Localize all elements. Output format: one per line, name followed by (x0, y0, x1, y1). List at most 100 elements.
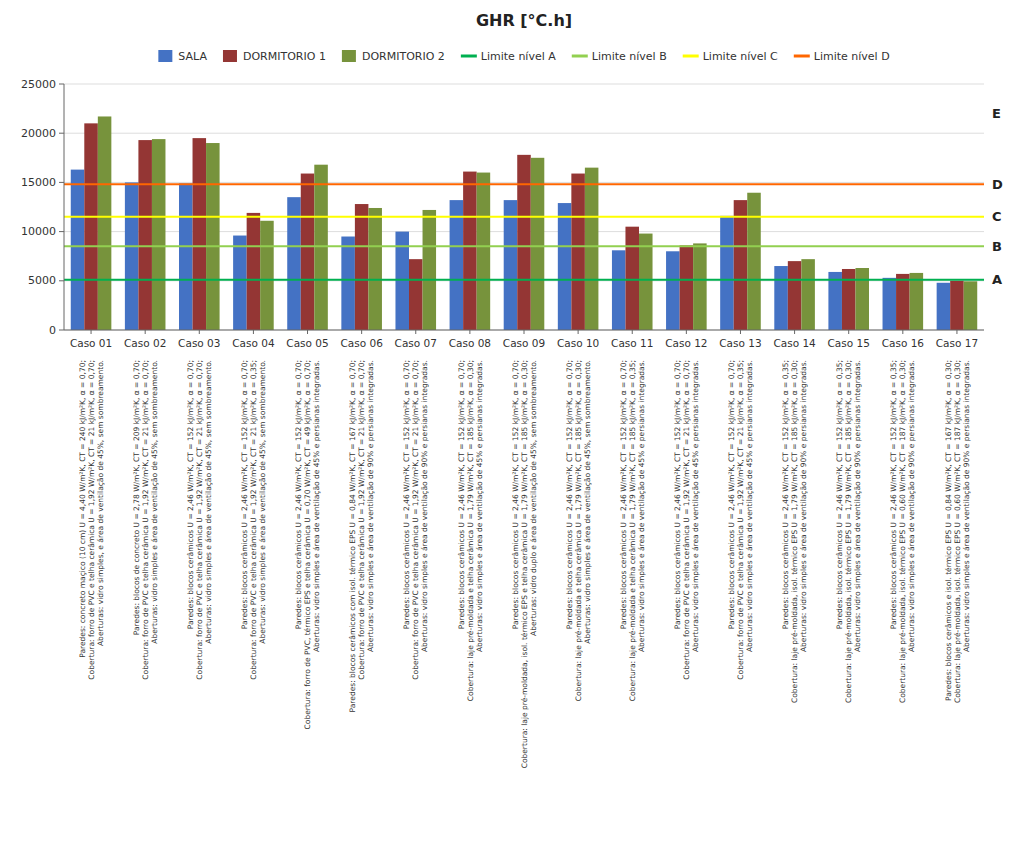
tick-label: 15000 (21, 176, 56, 189)
note-line: Aberturas: vidro simples e área de venti… (150, 360, 159, 644)
bar (788, 261, 802, 330)
bar (368, 208, 382, 330)
tick-label: Caso 02 (124, 337, 166, 349)
legend-label: SALA (178, 50, 207, 63)
note-line: Paredes: blocos cerâmicos U = 2,46 W/m²K… (619, 360, 628, 629)
tick-label: Caso 12 (665, 337, 707, 349)
note-line: Aberturas: vidro simples e área de venti… (853, 360, 862, 652)
category-note: Paredes: blocos cerâmicos U = 2,46 W/m²K… (402, 360, 429, 680)
tick-label: Caso 06 (340, 337, 383, 349)
note-line: Aberturas: vidro simples e área de venti… (962, 360, 971, 652)
bar (585, 168, 599, 330)
tick-label: Caso 10 (557, 337, 599, 349)
note-line: Aberturas: vidro simples e área de venti… (637, 360, 646, 652)
bar (504, 200, 518, 330)
bar (855, 268, 869, 330)
category-note: Paredes: blocos cerâmicos U = 2,46 W/m²K… (240, 360, 267, 680)
bar (896, 274, 910, 330)
tick-label: Caso 11 (611, 337, 653, 349)
bar (964, 281, 978, 330)
note-line: Cobertura: laje pré-moldada e telha cerâ… (574, 360, 583, 701)
tick-label: Caso 04 (232, 337, 275, 349)
note-line: Paredes: blocos cerâmicos U = 2,46 W/m²K… (240, 360, 249, 629)
legend-swatch (342, 50, 356, 62)
bar (666, 251, 680, 330)
note-line: Cobertura: forro de PVC, térmico EPS e t… (303, 360, 312, 729)
note-line: Cobertura: forro de PVC e telha cerâmica… (249, 360, 258, 680)
legend-swatch (683, 55, 699, 58)
tick-label: Caso 15 (828, 337, 870, 349)
category-note: Paredes: blocos cerâmicos U = 2,46 W/m²K… (619, 360, 646, 701)
bar (558, 203, 572, 330)
category-notes: Paredes: concreto maçico (10 cm) U = 4,4… (78, 360, 971, 768)
bar (639, 234, 653, 330)
note-line: Aberturas: vidro simples e área de venti… (583, 360, 592, 644)
tick-mark (199, 330, 200, 334)
level-label: A (992, 272, 1002, 287)
note-line: Aberturas: vidro simples e área de venti… (366, 360, 375, 652)
tick-mark (902, 330, 903, 334)
legend: SALADORMITORIO 1DORMITORIO 2Limite nível… (158, 50, 889, 63)
note-line: Paredes: blocos cerâmicos U = 2,46 W/m²K… (402, 360, 411, 629)
bar (801, 259, 815, 330)
note-line: Paredes: blocos cerâmicos U = 2,46 W/m²K… (511, 360, 520, 629)
note-line: Cobertura: forro de PVC e telha cerâmica… (736, 360, 745, 680)
tick-label: 10000 (21, 225, 56, 238)
bar (463, 172, 477, 330)
tick-label: Caso 09 (503, 337, 545, 349)
tick-mark (469, 330, 470, 334)
annotations: ABCDE (992, 106, 1003, 287)
tick-mark (361, 330, 362, 334)
tick-label: Caso 13 (719, 337, 761, 349)
bar (206, 143, 220, 330)
category-note: Paredes: blocos de concreto U = 2,78 W/m… (132, 360, 159, 680)
tick-mark (59, 231, 64, 232)
bar (883, 278, 897, 330)
level-label: D (992, 177, 1003, 192)
plot-area (64, 116, 984, 330)
category-note: Paredes: blocos cerâmicos com isol. térm… (348, 360, 375, 712)
bar (152, 139, 166, 330)
bar (71, 170, 85, 330)
grid-line (64, 84, 984, 85)
note-line: Paredes: blocos cerâmicos U = 2,46 W/m²K… (781, 360, 790, 629)
bar (409, 259, 423, 330)
note-line: Paredes: blocos cerâmicos U = 2,46 W/m²K… (186, 360, 195, 629)
note-line: Cobertura: laje pré-moldada e telha cerâ… (466, 360, 475, 701)
note-line: Paredes: blocos cerâmicos U = 2,46 W/m²K… (565, 360, 574, 629)
tick-label: Caso 03 (178, 337, 220, 349)
note-line: Aberturas: vidro simples e área de venti… (691, 360, 700, 652)
bar (233, 236, 247, 330)
legend-label: Limite nível A (481, 50, 556, 63)
note-line: Cobertura: forro de PVC e telha cerâmica… (141, 360, 150, 680)
note-line: Aberturas: vidro simples e área de venti… (420, 360, 429, 652)
note-line: Cobertura: laje pré-moldada, isol. térmi… (844, 360, 853, 703)
note-line: Aberturas: vidro simples e área de venti… (745, 360, 754, 652)
tick-mark (145, 330, 146, 334)
y-axis: 0500010000150002000025000 (21, 78, 984, 337)
bar (693, 243, 707, 330)
note-line: Cobertura: laje pré-moldada, isol. térmi… (953, 360, 962, 703)
bar-series (84, 123, 963, 330)
legend-swatch (572, 55, 588, 58)
category-note: Paredes: blocos cerâmicos U = 2,46 W/m²K… (835, 360, 862, 703)
bar (747, 193, 761, 330)
category-note: Paredes: blocos cerâmicos e isol. térmic… (944, 360, 971, 703)
tick-label: Caso 05 (286, 337, 328, 349)
tick-mark (307, 330, 308, 334)
category-note: Paredes: blocos cerâmicos U = 2,46 W/m²K… (673, 360, 700, 680)
bar (138, 140, 152, 330)
bar (260, 221, 274, 330)
level-label: C (992, 209, 1002, 224)
tick-mark (59, 133, 64, 134)
note-line: Paredes: blocos cerâmicos com isol. térm… (348, 360, 357, 712)
tick-mark (632, 330, 633, 334)
legend-label: DORMITORIO 1 (243, 50, 326, 63)
title: GHR [°C.h] (476, 11, 572, 30)
tick-label: Caso 14 (773, 337, 816, 349)
bar (625, 227, 639, 330)
legend-swatch (794, 55, 810, 58)
category-note: Paredes: blocos cerâmicos U = 2,46 W/m²K… (511, 360, 538, 768)
note-line: Cobertura: laje pré-moldada, isol. térmi… (898, 360, 907, 703)
bar (355, 204, 369, 330)
